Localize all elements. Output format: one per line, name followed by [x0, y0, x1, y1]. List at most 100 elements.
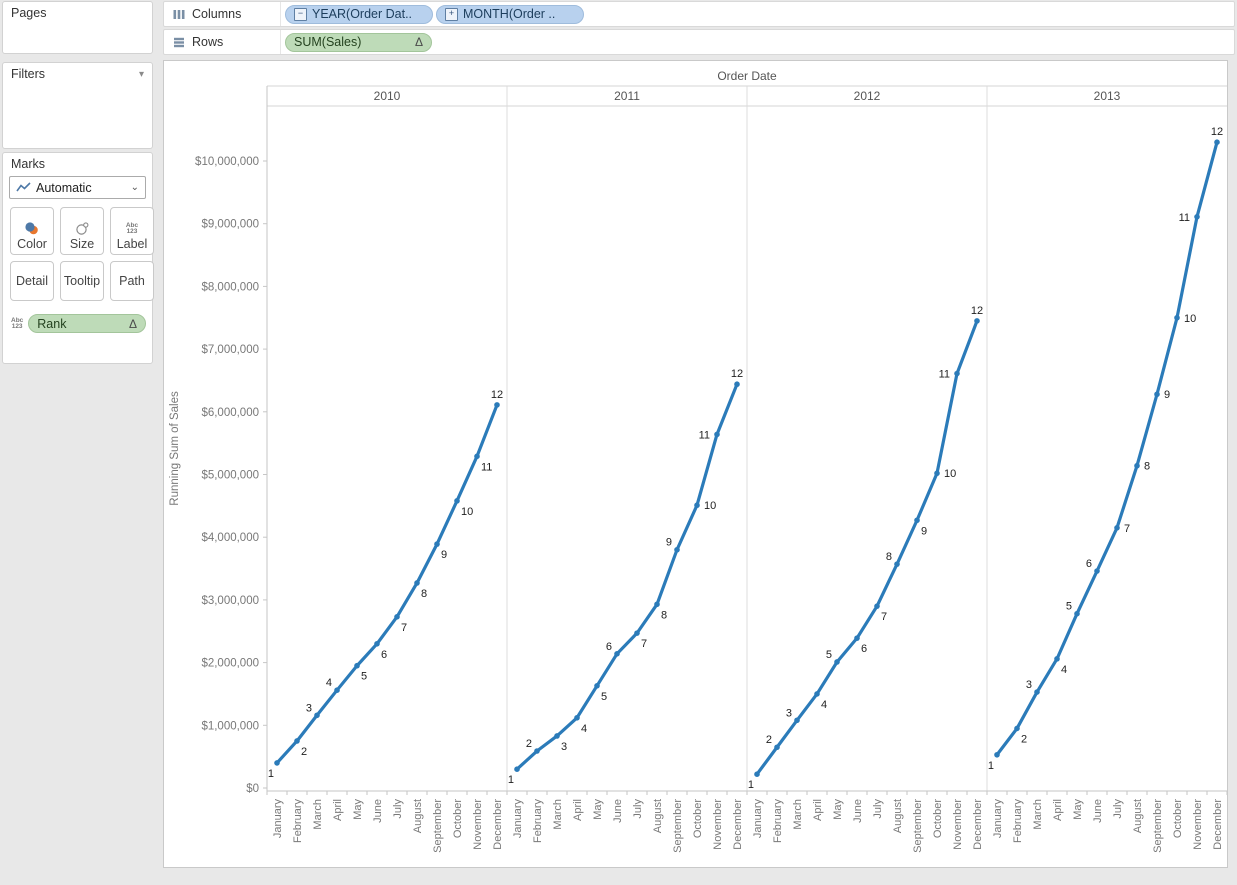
- month-label[interactable]: November: [472, 799, 484, 850]
- data-point-2012-May[interactable]: [834, 659, 840, 665]
- data-point-2013-September[interactable]: [1154, 391, 1160, 398]
- label-button[interactable]: Abc 123 Label: [110, 207, 154, 255]
- month-label[interactable]: September: [912, 799, 924, 853]
- data-point-2010-September[interactable]: [434, 541, 440, 547]
- month-label[interactable]: February: [772, 799, 784, 844]
- data-point-2013-April[interactable]: [1054, 656, 1060, 662]
- month-label[interactable]: October: [932, 799, 944, 838]
- filters-dropdown-caret-icon[interactable]: ▾: [138, 68, 144, 80]
- month-label[interactable]: October: [1172, 799, 1184, 838]
- data-point-2012-November[interactable]: [954, 370, 960, 377]
- month-label[interactable]: September: [672, 799, 684, 853]
- series-line-2012[interactable]: [755, 319, 979, 776]
- month-label[interactable]: November: [712, 799, 724, 850]
- month-label[interactable]: December: [492, 799, 504, 850]
- path-button[interactable]: Path: [110, 261, 154, 301]
- month-label[interactable]: May: [352, 799, 364, 820]
- expand-plus-icon[interactable]: +: [445, 7, 458, 21]
- columns-shelf[interactable]: Columns − YEAR(Order Dat.. + MONTH(Order…: [163, 1, 1235, 27]
- year-order-date-pill[interactable]: − YEAR(Order Dat..: [285, 4, 433, 24]
- month-label[interactable]: June: [612, 799, 624, 823]
- month-label[interactable]: August: [412, 799, 424, 833]
- year-header[interactable]: 2010: [374, 89, 401, 103]
- data-point-2012-February[interactable]: [774, 744, 780, 751]
- month-label[interactable]: May: [592, 799, 604, 820]
- data-point-2013-August[interactable]: [1134, 462, 1140, 469]
- data-point-2013-July[interactable]: [1114, 524, 1120, 531]
- month-label[interactable]: March: [312, 799, 324, 830]
- month-label[interactable]: January: [992, 799, 1004, 839]
- year-header[interactable]: 2012: [854, 89, 881, 103]
- data-point-2012-August[interactable]: [894, 561, 900, 567]
- detail-button[interactable]: Detail: [10, 261, 54, 301]
- rank-pill[interactable]: Rank Δ: [28, 314, 146, 333]
- month-label[interactable]: July: [1112, 799, 1124, 819]
- data-point-2012-December[interactable]: [974, 318, 980, 324]
- month-label[interactable]: March: [792, 799, 804, 830]
- data-point-2012-July[interactable]: [874, 603, 880, 609]
- month-label[interactable]: March: [1032, 799, 1044, 830]
- data-point-2010-October[interactable]: [454, 498, 460, 504]
- month-label[interactable]: December: [972, 799, 984, 850]
- table-calc-delta-icon[interactable]: Δ: [414, 35, 423, 49]
- data-point-2011-October[interactable]: [694, 502, 700, 509]
- table-calc-delta-icon[interactable]: Δ: [128, 316, 137, 331]
- series-line-2013[interactable]: [995, 140, 1219, 757]
- data-point-2011-February[interactable]: [534, 748, 540, 754]
- data-point-2010-January[interactable]: [274, 760, 280, 766]
- data-point-2011-January[interactable]: [514, 766, 520, 772]
- data-point-2013-May[interactable]: [1074, 610, 1080, 617]
- month-label[interactable]: December: [732, 799, 744, 850]
- series-line-2011[interactable]: [515, 382, 739, 771]
- month-label[interactable]: July: [632, 799, 644, 819]
- month-label[interactable]: October: [692, 799, 704, 838]
- month-order-date-pill[interactable]: + MONTH(Order ..: [436, 4, 584, 24]
- data-point-2011-July[interactable]: [634, 630, 640, 636]
- data-point-2012-June[interactable]: [854, 635, 860, 641]
- rows-shelf[interactable]: Rows SUM(Sales) Δ: [163, 29, 1235, 55]
- collapse-minus-icon[interactable]: −: [294, 7, 307, 21]
- month-label[interactable]: May: [832, 799, 844, 820]
- month-label[interactable]: October: [452, 799, 464, 838]
- data-point-2010-June[interactable]: [374, 640, 380, 647]
- month-label[interactable]: September: [1152, 799, 1164, 853]
- data-point-2012-January[interactable]: [754, 771, 760, 778]
- data-point-2011-August[interactable]: [654, 601, 660, 608]
- month-label[interactable]: April: [1052, 799, 1064, 821]
- data-point-2011-June[interactable]: [614, 651, 620, 657]
- month-label[interactable]: August: [892, 799, 904, 833]
- data-point-2010-March[interactable]: [314, 712, 320, 719]
- data-point-2013-November[interactable]: [1194, 214, 1200, 220]
- mark-type-dropdown[interactable]: Automatic ⌄: [9, 176, 146, 199]
- month-label[interactable]: December: [1212, 799, 1224, 850]
- month-label[interactable]: January: [752, 799, 764, 839]
- data-point-2013-October[interactable]: [1174, 314, 1180, 321]
- month-label[interactable]: February: [532, 799, 544, 844]
- data-point-2013-December[interactable]: [1214, 139, 1220, 145]
- month-label[interactable]: March: [552, 799, 564, 830]
- month-label[interactable]: July: [872, 799, 884, 819]
- month-label[interactable]: February: [1012, 799, 1024, 844]
- data-point-2013-June[interactable]: [1094, 568, 1100, 574]
- data-point-2011-November[interactable]: [714, 431, 720, 438]
- month-label[interactable]: November: [952, 799, 964, 850]
- year-header[interactable]: 2013: [1094, 89, 1121, 103]
- month-label[interactable]: April: [332, 799, 344, 821]
- data-point-2011-December[interactable]: [734, 381, 740, 388]
- month-label[interactable]: August: [1132, 799, 1144, 833]
- tooltip-button[interactable]: Tooltip: [60, 261, 104, 301]
- data-point-2011-September[interactable]: [674, 546, 680, 553]
- y-axis-title[interactable]: Running Sum of Sales: [169, 391, 181, 506]
- month-label[interactable]: May: [1072, 799, 1084, 820]
- month-label[interactable]: February: [292, 799, 304, 844]
- month-label[interactable]: June: [1092, 799, 1104, 823]
- month-label[interactable]: June: [372, 799, 384, 823]
- data-point-2013-March[interactable]: [1034, 689, 1040, 695]
- data-point-2012-September[interactable]: [914, 517, 920, 524]
- data-point-2010-May[interactable]: [354, 662, 360, 669]
- month-label[interactable]: July: [392, 799, 404, 819]
- year-header[interactable]: 2011: [614, 89, 640, 103]
- series-line-2010[interactable]: [275, 403, 499, 765]
- filters-card[interactable]: Filters ▾: [2, 62, 153, 149]
- size-button[interactable]: Size: [60, 207, 104, 255]
